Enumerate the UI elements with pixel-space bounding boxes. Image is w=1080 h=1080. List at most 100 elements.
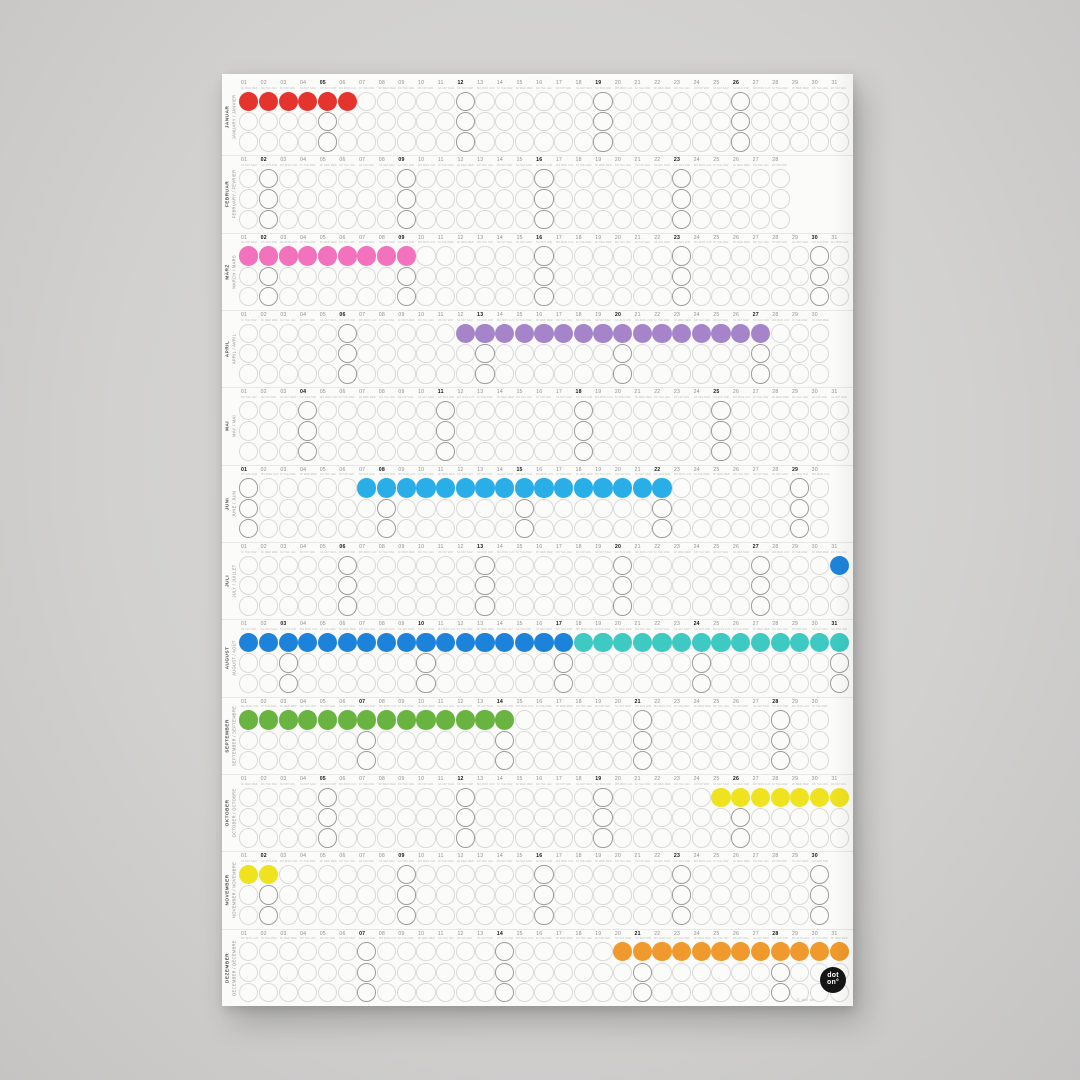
yellow-dot <box>239 864 259 885</box>
day-circle <box>416 132 436 152</box>
weekday-label: DO THU JEU <box>673 85 690 90</box>
day-circle <box>337 962 357 982</box>
blue-dot <box>475 632 495 653</box>
day-circle <box>534 983 554 1003</box>
day-circle <box>376 132 397 152</box>
weekday-label: MI WED MER <box>595 240 612 244</box>
day-number: 23 <box>673 621 681 628</box>
weekday-label: MI WED MER <box>693 704 711 708</box>
weekday-label: SO SUN DIM <box>791 472 808 476</box>
turquoise-dot <box>672 632 692 653</box>
day-circle <box>376 441 397 461</box>
day-circle <box>278 730 298 750</box>
day-cell-december-16: 16 DI TUE MAR <box>534 930 554 1006</box>
day-circle <box>278 287 298 307</box>
day-number: 09 <box>398 698 405 705</box>
day-circle <box>691 519 711 539</box>
day-header: 11 MI WED MER <box>436 467 465 478</box>
orange-dot <box>613 942 633 962</box>
day-header: 24 SA SAT SAM <box>692 390 719 400</box>
day-header: 07 FR FRI VEN <box>357 854 383 864</box>
day-header: 08 SO SUN DIM <box>377 467 405 478</box>
day-circle <box>573 653 593 673</box>
weekday-label: MO MON LUN <box>300 627 318 631</box>
day-circle <box>632 808 652 828</box>
day-circle <box>613 91 633 111</box>
day-circle <box>613 132 633 152</box>
weekday-label: SA SAT SAM <box>634 472 651 476</box>
day-cell-april-02: 02 MI WED MER <box>258 311 279 387</box>
day-circle <box>593 653 613 673</box>
day-cell-february-12: 12 MI WED MER <box>455 156 475 232</box>
day-circle <box>652 673 672 693</box>
day-cell-may-22: 22 DO THU JEU <box>652 388 672 464</box>
day-circle <box>337 209 357 229</box>
day-cell-september-23: 23 DI TUE MAR <box>672 698 692 774</box>
day-circle <box>258 266 279 286</box>
day-circle <box>436 885 456 905</box>
day-cell-may-29: 29 DO THU JEU <box>790 388 810 464</box>
day-header: 03 FR FRI VEN <box>278 776 304 787</box>
day-header: 01 FR FRI VEN <box>239 622 265 632</box>
day-number: 15 <box>516 466 523 473</box>
day-circle <box>455 730 475 750</box>
weekday-label: DO THU JEU <box>713 704 730 708</box>
day-header: 25 SA SAT SAM <box>711 776 738 787</box>
day-header: 10 DO THU JEU <box>416 312 444 323</box>
day-number: 28 <box>772 930 779 937</box>
day-number: 24 <box>693 621 700 628</box>
day-circle <box>239 555 259 575</box>
day-number: 09 <box>398 80 405 86</box>
day-circle <box>376 653 397 673</box>
weekday-label: SA SAT SAM <box>673 627 690 631</box>
day-number: 10 <box>418 775 425 782</box>
day-number: 17 <box>555 466 562 473</box>
day-circle <box>396 209 416 229</box>
day-header: 01 SA SAT SAM <box>239 854 266 864</box>
day-circle <box>770 596 790 616</box>
day-circle <box>495 498 515 518</box>
weekday-label: SA SAT SAM <box>496 472 513 476</box>
day-header: 04 DO THU JEU <box>298 699 326 710</box>
day-circle <box>258 441 279 461</box>
day-circle <box>593 885 613 905</box>
day-circle <box>711 189 731 209</box>
day-number: 19 <box>595 389 602 396</box>
day-cell-april-15: 15 DI TUE MAR <box>514 311 534 387</box>
day-number: 27 <box>752 775 759 782</box>
day-number: 10 <box>418 543 425 550</box>
day-header: 13 SO SUN DIM <box>475 544 503 555</box>
day-circle <box>691 441 711 461</box>
day-circle <box>652 653 672 673</box>
day-header: 28 SO SUN DIM <box>770 930 798 942</box>
day-cell-april-10: 10 DO THU JEU <box>416 311 436 387</box>
day-number: 21 <box>634 853 641 860</box>
day-number: 07 <box>359 389 366 396</box>
weekday-label: FR FRI VEN <box>732 704 748 708</box>
day-circle <box>632 112 652 132</box>
day-header: 12 MI WED MER <box>455 854 484 864</box>
day-circle <box>317 287 338 307</box>
day-cell-october-08: 08 MI WED MER <box>376 775 397 851</box>
day-cell-april-11: 11 FR FRI VEN <box>436 311 456 387</box>
day-cell-january-03: 03 FR FRI VEN <box>278 79 298 155</box>
weekday-label: DI TUE MAR <box>693 472 710 476</box>
day-circle <box>554 344 574 364</box>
day-circle <box>750 344 771 364</box>
day-cell-august-21: 21 DO THU JEU <box>632 620 653 696</box>
day-circle <box>337 344 357 364</box>
day-circle <box>534 364 554 384</box>
day-cell-may-01: 01 DO THU JEU <box>239 388 259 464</box>
day-circle <box>475 169 495 189</box>
day-circle <box>376 209 397 229</box>
weekday-label: MO MON LUN <box>693 240 711 244</box>
day-circle <box>809 421 830 441</box>
day-number: 02 <box>260 853 267 860</box>
day-header: 05 FR FRI VEN <box>318 699 344 710</box>
month-label-text: JANUAR JANUARY / JANVIER <box>225 95 236 140</box>
day-cell-february-27: 27 DO THU JEU <box>750 156 771 232</box>
day-circle <box>750 91 771 111</box>
weekday-label: SA SAT SAM <box>280 395 297 399</box>
day-circle <box>770 710 790 730</box>
day-circle <box>809 808 830 828</box>
